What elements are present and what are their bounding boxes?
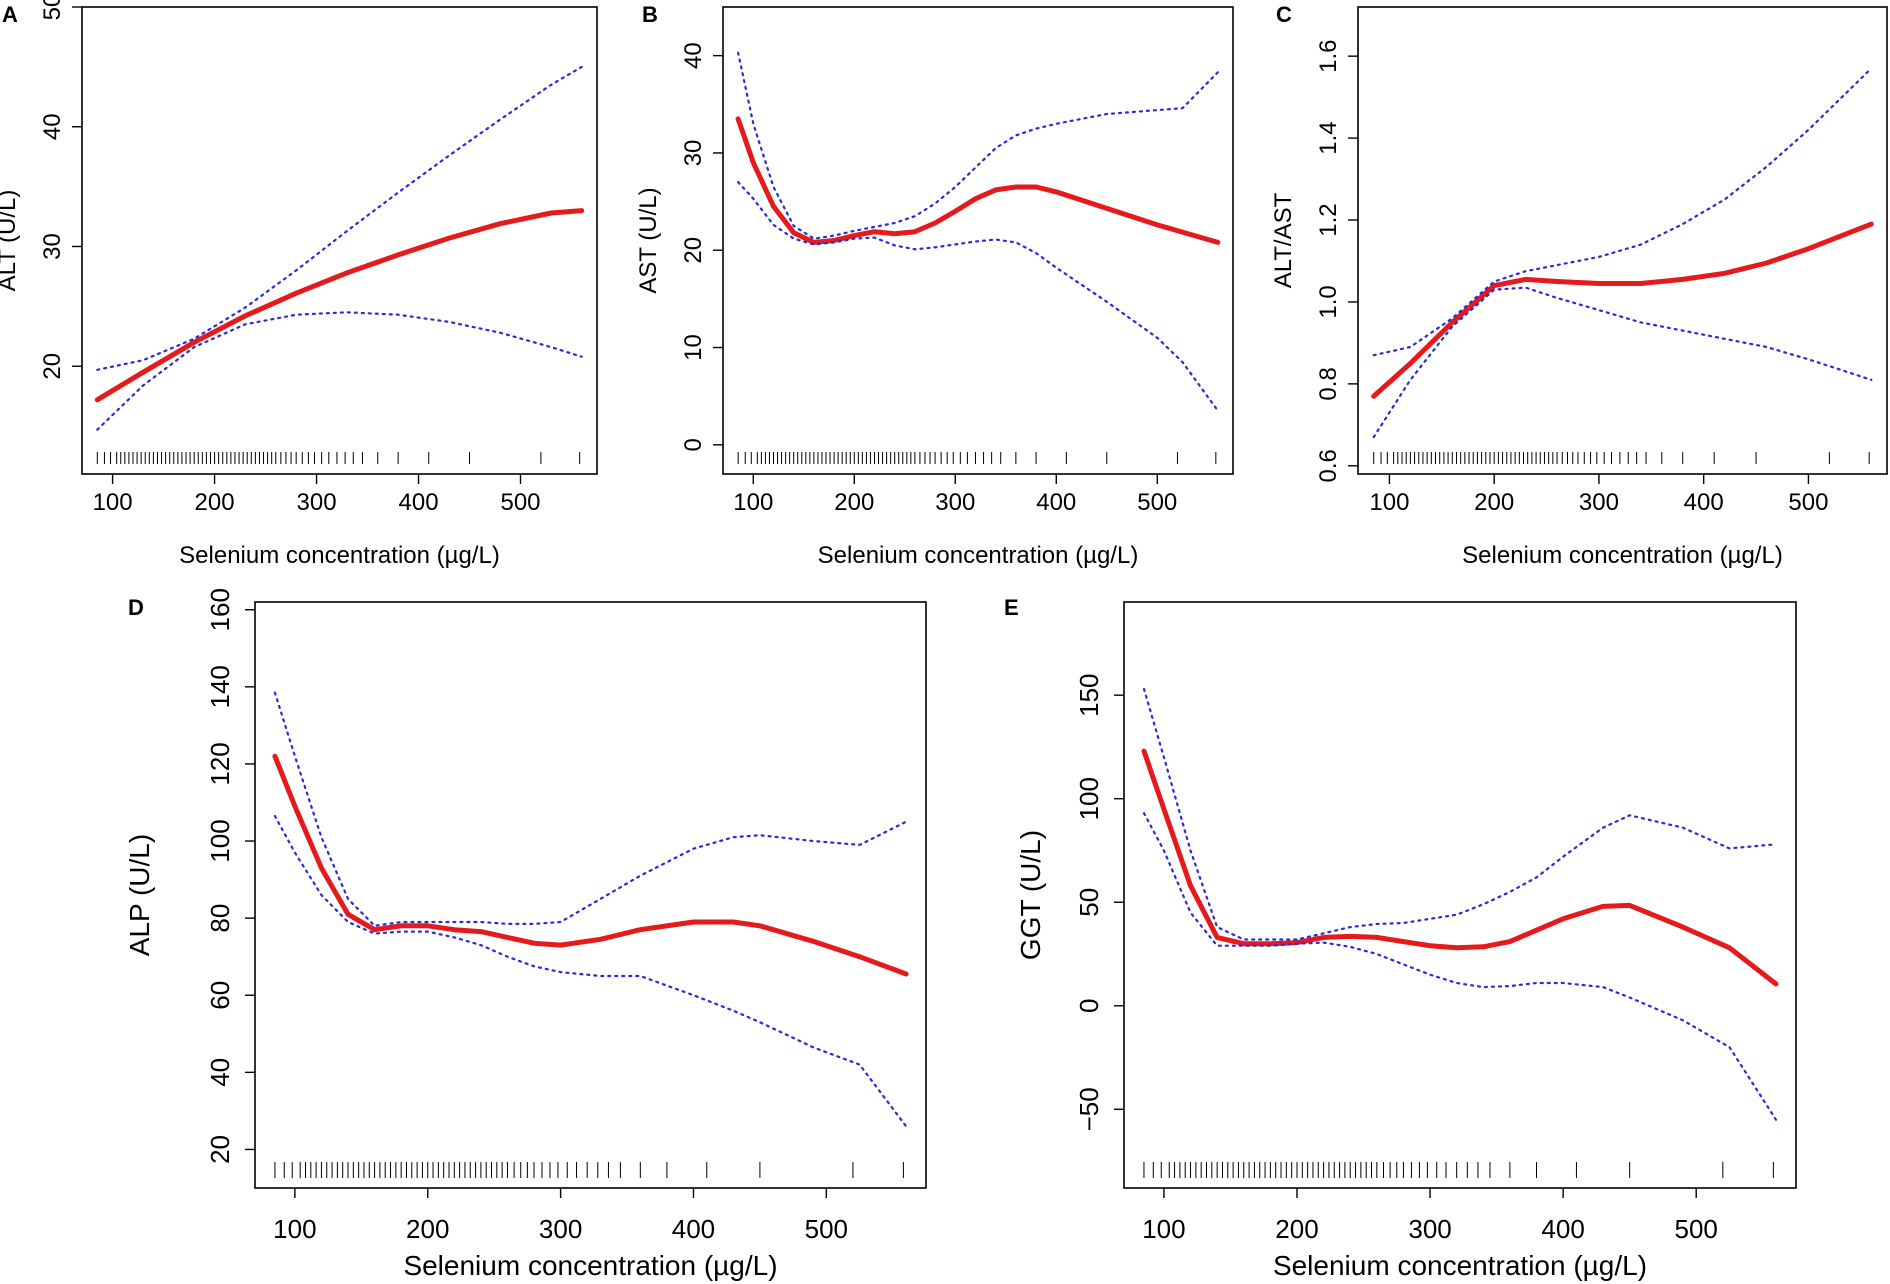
x-tick-label: 400	[1684, 489, 1724, 516]
x-tick-label: 400	[399, 489, 439, 516]
x-tick-label: 300	[1408, 1214, 1451, 1244]
fitted-curve	[1371, 221, 1874, 399]
y-tick-label: 150	[1074, 673, 1104, 716]
y-tick-label: 20	[680, 237, 707, 264]
panel-a: A 100 200 300 400 500 20 30 40 50 Selenium concent…	[0, 0, 598, 569]
y-axis-title: ALT (U/L)	[0, 190, 21, 292]
y-tick-label: 1.4	[1315, 121, 1342, 154]
y-tick-label: 50	[39, 0, 66, 20]
x-tick-label: 300	[935, 489, 975, 516]
y-tick-label: 1.6	[1315, 39, 1342, 72]
x-tick-label: 500	[805, 1214, 848, 1244]
x-tick-label: 100	[1369, 489, 1409, 516]
lower-ci-line	[1142, 812, 1778, 1121]
plot-frame	[81, 6, 598, 475]
x-axis-title: Selenium concentration (µg/L)	[1273, 1250, 1647, 1281]
x-axis-title: Selenium concentration (µg/L)	[403, 1250, 777, 1281]
y-tick-label: 50	[1074, 888, 1104, 917]
y-tick-label: −50	[1074, 1087, 1104, 1131]
x-tick-label: 100	[273, 1214, 316, 1244]
y-tick-label: 0.6	[1315, 449, 1342, 482]
fitted-curve	[272, 753, 909, 977]
x-tick-label: 200	[406, 1214, 449, 1244]
y-tick-label: 40	[680, 42, 707, 69]
x-tick-label: 400	[672, 1214, 715, 1244]
upper-ci-line	[1142, 687, 1778, 941]
y-tick-label: 1.0	[1315, 285, 1342, 318]
lower-ci-line	[1372, 286, 1873, 439]
x-tick-label: 500	[500, 489, 540, 516]
lower-ci-line	[96, 311, 583, 431]
y-tick-label: 100	[1074, 777, 1104, 820]
x-tick-label: 100	[93, 489, 133, 516]
y-tick-label: 20	[39, 353, 66, 380]
y-tick-label: 160	[205, 588, 235, 631]
x-axis-title: Selenium concentration (µg/L)	[818, 542, 1139, 569]
x-tick-label: 200	[1275, 1214, 1318, 1244]
x-tick-label: 400	[1036, 489, 1076, 516]
x-tick-label: 500	[1675, 1214, 1718, 1244]
x-tick-label: 300	[297, 489, 337, 516]
y-tick-label: 30	[680, 140, 707, 167]
panel-letter: B	[642, 2, 658, 27]
y-tick-label: 1.2	[1315, 203, 1342, 236]
upper-ci-line	[273, 691, 908, 927]
x-tick-label: 200	[195, 489, 235, 516]
y-tick-label: 20	[205, 1135, 235, 1164]
panel-letter: A	[2, 2, 18, 27]
y-tick-label: 140	[205, 665, 235, 708]
panel-letter: E	[1004, 595, 1019, 620]
y-axis-title: ALT/AST	[1270, 192, 1297, 288]
y-tick-label: 10	[680, 334, 707, 361]
y-tick-label: 40	[205, 1058, 235, 1087]
y-tick-label: 80	[205, 904, 235, 933]
y-axis-title: ALP (U/L)	[124, 834, 155, 956]
plot-frame	[254, 601, 927, 1189]
x-tick-label: 400	[1541, 1214, 1584, 1244]
upper-ci-line	[1372, 67, 1873, 357]
upper-ci-line	[736, 51, 1220, 240]
panel-c: C 100 200 300 400 500 0.6 0.8 1.0 1.2 1.4 1.6 Seleni…	[1270, 2, 1888, 569]
fitted-curve	[735, 116, 1221, 245]
x-tick-label: 200	[834, 489, 874, 516]
x-tick-label: 500	[1137, 489, 1177, 516]
y-tick-label: 0	[1074, 999, 1104, 1013]
x-axis-title: Selenium concentration (µg/L)	[179, 542, 500, 569]
y-tick-label: 40	[39, 113, 66, 140]
panel-e: E 100 200 300 400 500 −50 0 50 100 150 Selenium con…	[1004, 595, 1797, 1281]
panel-letter: C	[1276, 2, 1292, 27]
x-tick-label: 500	[1788, 489, 1828, 516]
y-tick-label: 0	[680, 438, 707, 451]
x-tick-label: 200	[1474, 489, 1514, 516]
y-tick-label: 30	[39, 233, 66, 260]
plot-frame	[1357, 6, 1888, 475]
y-tick-label: 120	[205, 742, 235, 785]
lower-ci-line	[273, 814, 908, 1128]
plot-frame	[1123, 601, 1797, 1189]
lower-ci-line	[736, 181, 1220, 412]
panel-letter: D	[128, 595, 144, 620]
y-tick-label: 100	[205, 819, 235, 862]
y-axis-title: GGT (U/L)	[1015, 830, 1046, 960]
y-axis-title: AST (U/L)	[635, 187, 662, 293]
y-tick-label: 0.8	[1315, 367, 1342, 400]
panel-d: D 100 200 300 400 500 20 40 60 80 100 120 140 160 Sele…	[124, 588, 927, 1281]
fitted-curve	[94, 208, 585, 403]
x-tick-label: 100	[733, 489, 773, 516]
y-tick-label: 60	[205, 981, 235, 1010]
x-tick-label: 300	[539, 1214, 582, 1244]
upper-ci-line	[96, 65, 583, 371]
x-tick-label: 100	[1142, 1214, 1185, 1244]
x-axis-title: Selenium concentration (µg/L)	[1462, 542, 1783, 569]
plot-frame	[722, 6, 1234, 475]
x-tick-label: 300	[1579, 489, 1619, 516]
fitted-curve	[1141, 748, 1779, 987]
panel-b: B 100 200 300 400 500 0 10 20 30 40 Selenium concen…	[635, 2, 1234, 569]
